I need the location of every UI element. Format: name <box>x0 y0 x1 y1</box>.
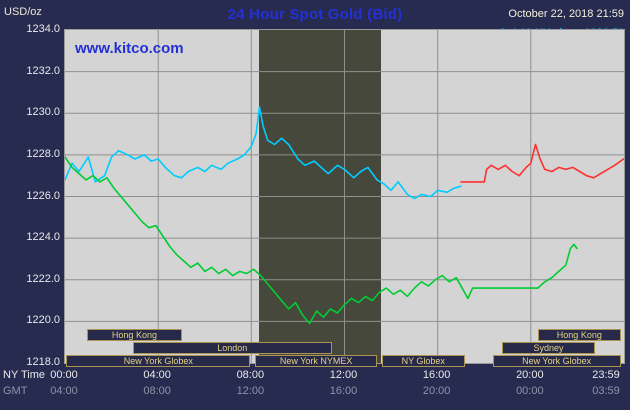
plot-area: www.kitco.com <box>64 29 625 364</box>
y-axis-tick-label: 1218.0 <box>26 356 60 368</box>
x-axis-tick-gmt: 12:00 <box>236 385 265 397</box>
x-axis-tick-ny: 16:00 <box>422 369 451 381</box>
price-lines <box>65 30 624 363</box>
x-axis-tick-gmt: 16:00 <box>329 385 358 397</box>
x-axis-tick-gmt: 03:59 <box>592 385 620 397</box>
session-box-new-york-globex: New York Globex <box>66 355 251 367</box>
session-box-sydney: Sydney <box>501 342 596 354</box>
session-box-hong-kong: Hong Kong <box>537 329 621 341</box>
y-axis-tick-label: 1226.0 <box>26 189 60 202</box>
gmt-axis-label: GMT <box>3 385 28 397</box>
page-title: 24 Hour Spot Gold (Bid) <box>227 6 403 23</box>
x-axis-tick-ny: 23:59 <box>592 369 620 381</box>
kitco-watermark-link[interactable]: www.kitco.com <box>75 40 184 57</box>
x-axis-tick-ny: 04:00 <box>143 369 171 381</box>
y-axis-tick-label: 1222.0 <box>26 272 60 285</box>
x-axis-tick-ny: 08:00 <box>236 369 265 381</box>
y-axis-tick-label: 1228.0 <box>26 147 60 160</box>
chart-datetime: October 22, 2018 21:59 <box>508 8 624 20</box>
x-axis-tick-gmt: 08:00 <box>143 385 171 397</box>
x-axis-tick-ny: 12:00 <box>329 369 358 381</box>
ny-time-axis-label: NY Time <box>3 369 45 381</box>
x-axis-tick-gmt: 20:00 <box>422 385 451 397</box>
session-box-new-york-nymex: New York NYMEX <box>254 355 378 367</box>
x-axis-tick-gmt: 00:00 <box>516 385 544 397</box>
y-axis-tick-label: 1230.0 <box>26 106 60 119</box>
units-label: USD/oz <box>4 6 42 18</box>
y-axis-tick-label: 1232.0 <box>26 64 60 77</box>
y-axis-tick-label: 1234.0 <box>26 23 60 35</box>
session-box-hong-kong: Hong Kong <box>87 329 182 341</box>
y-axis-tick-label: 1224.0 <box>26 231 60 244</box>
session-box-ny-globex: NY Globex <box>381 355 465 367</box>
x-axis-tick-gmt: 04:00 <box>50 385 78 397</box>
session-box-london: London <box>132 342 332 354</box>
y-axis-tick-label: 1220.0 <box>26 314 60 327</box>
x-axis-tick-ny: 20:00 <box>516 369 544 381</box>
session-box-new-york-globex: New York Globex <box>492 355 621 367</box>
x-axis-tick-ny: 00:00 <box>50 369 78 381</box>
